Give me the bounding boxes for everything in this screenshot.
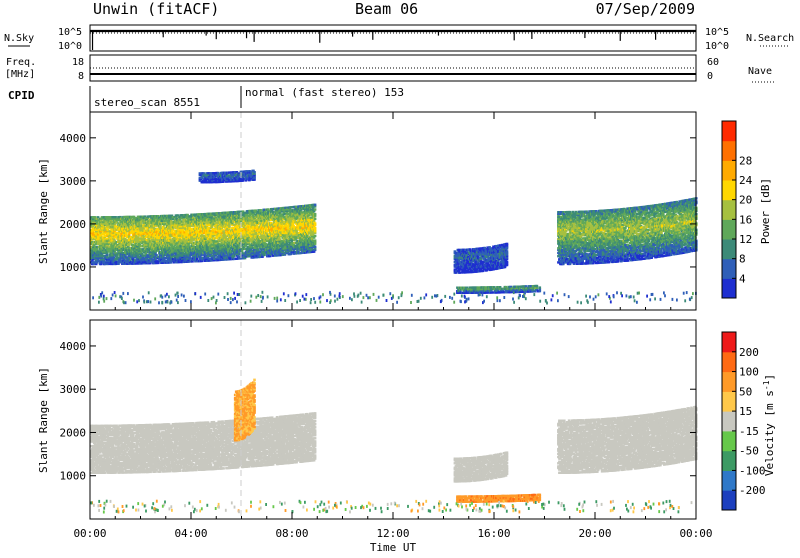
cpid-segment-1: stereo_scan 8551 bbox=[94, 96, 200, 109]
noise-left-label: N.Sky bbox=[4, 33, 34, 44]
noise-left-tick-top: 10^5 bbox=[58, 27, 82, 38]
freq-tick-bottom: 8 bbox=[78, 71, 84, 82]
noise-panel-frame bbox=[90, 25, 696, 51]
nave-tick-bottom: 0 bbox=[707, 71, 713, 82]
noise-right-tick-top: 10^5 bbox=[705, 27, 729, 38]
cpid-segment-2: normal (fast stereo) 153 bbox=[245, 86, 404, 99]
noise-trace bbox=[90, 31, 696, 50]
station-title: Unwin (fitACF) bbox=[93, 0, 219, 18]
noise-right-label: N.Search bbox=[746, 33, 794, 44]
power-cell bbox=[259, 209, 262, 211]
beam-title: Beam 06 bbox=[355, 0, 418, 18]
noise-left-tick-bottom: 10^0 bbox=[58, 41, 82, 52]
freq-label-line2: [MHz] bbox=[5, 69, 35, 80]
nave-label: Nave bbox=[748, 66, 772, 77]
nave-tick-top: 60 bbox=[707, 57, 719, 68]
date-title: 07/Sep/2009 bbox=[596, 0, 695, 18]
freq-tick-top: 18 bbox=[72, 57, 84, 68]
cpid-label: CPID bbox=[8, 89, 35, 102]
freq-label-line1: Freq. bbox=[6, 57, 36, 68]
noise-right-tick-bottom: 10^0 bbox=[705, 41, 729, 52]
